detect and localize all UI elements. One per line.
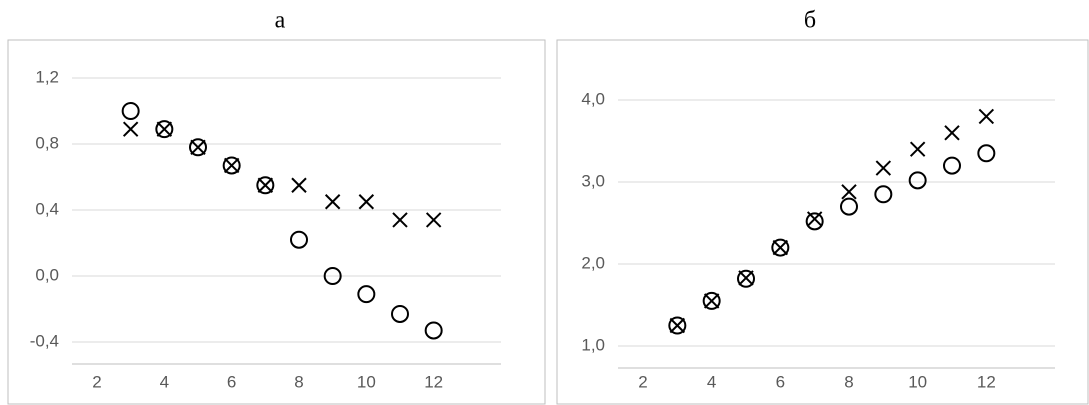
circle-marker [256,176,275,195]
circle-marker [737,269,755,288]
circle-marker [702,291,721,310]
cross-marker [875,160,892,176]
circle-marker [222,156,241,175]
x-tick-label: 12 [977,372,996,391]
x-tick-label: 10 [908,372,927,391]
y-tick-label: -0,4 [30,331,59,350]
circle-marker [424,321,443,340]
chart-title: б [804,8,816,34]
circle-marker [840,197,858,216]
circle-marker [121,102,140,120]
cross-marker [978,108,995,125]
cross-marker [223,157,240,174]
cross-marker [291,177,307,193]
cross-marker [738,270,754,286]
x-tick-label: 6 [227,372,236,391]
circle-marker [668,316,687,335]
circle-marker [155,120,174,139]
x-tick-label: 8 [844,372,853,391]
x-tick-label: 12 [424,372,443,391]
x-tick-label: 6 [776,372,785,391]
circle-marker [943,156,961,175]
x-tick-label: 2 [638,372,647,391]
y-tick-label: 0,8 [35,133,59,152]
cross-marker [392,212,408,228]
x-tick-label: 10 [357,372,376,391]
frame-b [556,39,1089,405]
cross-marker [190,139,206,156]
cross-marker [806,211,823,227]
y-tick-label: 0,4 [35,199,59,218]
x-tick-label: 2 [92,372,101,391]
circle-marker [874,185,893,204]
circle-marker [977,144,996,163]
cross-marker [772,239,789,256]
cross-marker [425,212,442,228]
x-tick-label: 4 [707,372,716,391]
y-tick-label: 2,0 [581,253,605,272]
circle-marker [290,230,308,249]
cross-marker [669,317,686,334]
x-tick-label: 4 [160,372,169,391]
circle-marker [323,267,342,285]
chart-title: а [275,8,286,34]
frame-a [7,39,546,405]
cross-marker [122,121,139,137]
cross-marker [324,194,341,210]
y-tick-label: 0,0 [35,265,59,284]
y-tick-label: 1,0 [581,335,605,354]
circle-marker [771,238,790,257]
cross-marker [257,177,274,193]
x-tick-label: 8 [294,372,303,391]
cross-marker [841,184,857,200]
cross-marker [358,194,375,210]
circle-marker [357,285,376,304]
cross-marker [909,141,926,157]
y-tick-label: 3,0 [581,171,605,190]
cross-marker [944,125,960,141]
cross-marker [156,121,173,137]
circle-marker [908,171,927,190]
circle-marker [189,138,207,157]
cross-marker [703,293,720,309]
circle-marker [805,212,824,231]
y-tick-label: 1,2 [35,67,59,86]
y-tick-label: 4,0 [581,89,605,108]
circle-marker [391,304,409,323]
